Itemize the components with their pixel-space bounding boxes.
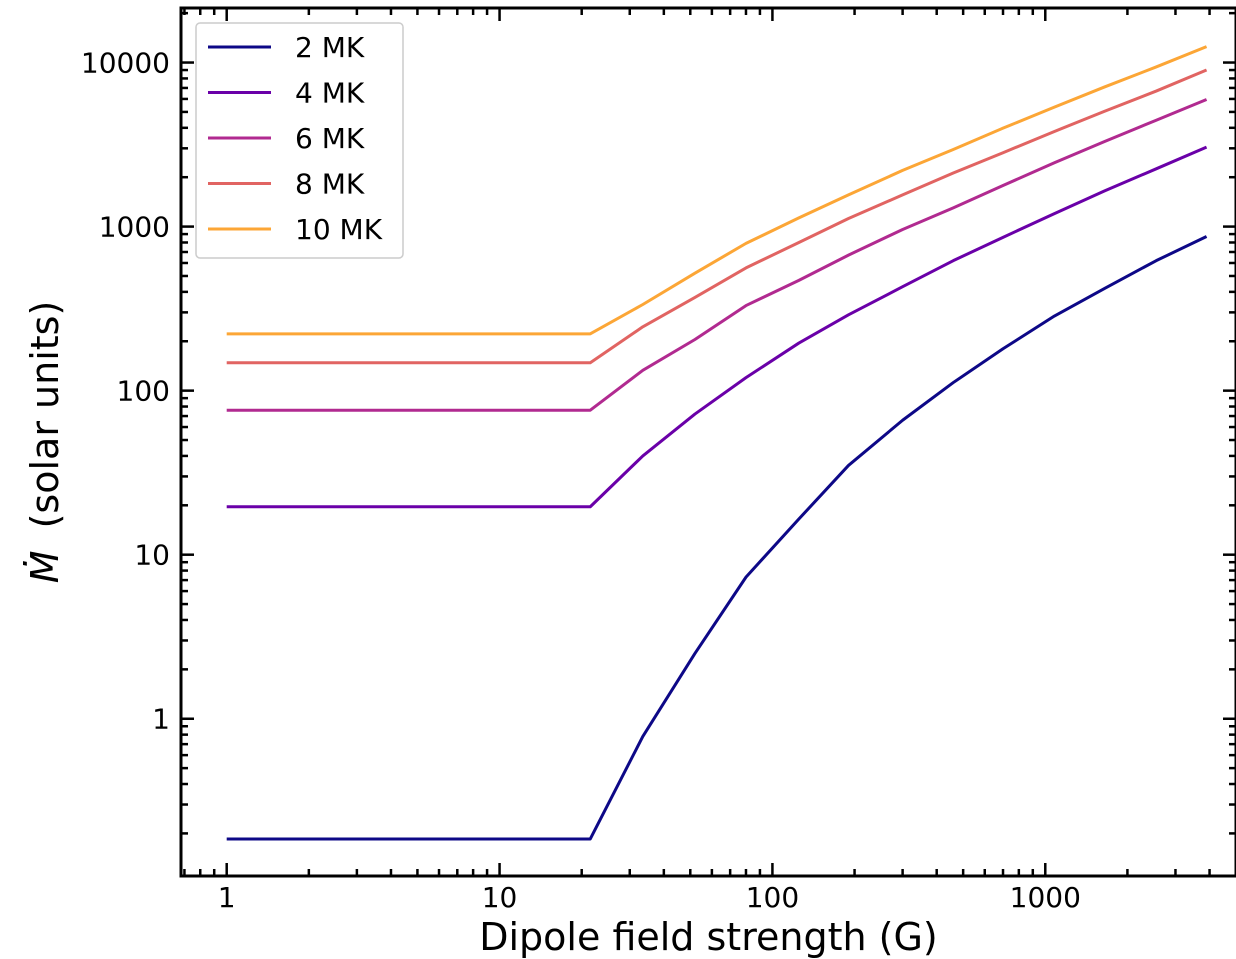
- x-tick-label: 1000: [1010, 881, 1081, 914]
- series-line-3: [226, 98, 1208, 412]
- legend-box: [195, 22, 404, 259]
- legend-label-4: 8 MK: [295, 168, 365, 201]
- ticks-layer: 1 10 100 1000 1 10 100 1000 10000: [81, 8, 1236, 914]
- plot-frame: [179, 6, 1236, 878]
- y-axis-label: Ṁ (solar units): [23, 301, 67, 584]
- y-axis-units: (solar units): [23, 301, 67, 529]
- x-tick-label: 10: [482, 881, 518, 914]
- y-axis-label-text: Ṁ (solar units): [23, 301, 67, 584]
- x-tick-label: 1: [218, 881, 236, 914]
- legend-label-3: 6 MK: [295, 122, 365, 155]
- y-axis-symbol: Ṁ: [23, 550, 67, 583]
- legend: 2 MK 4 MK 6 MK 8 MK 10 MK: [195, 22, 404, 259]
- y-tick-label: 10: [134, 539, 170, 572]
- series-line-1: [226, 235, 1208, 841]
- x-axis-label: Dipole field strength (G): [479, 915, 938, 959]
- series-layer: [226, 45, 1208, 841]
- legend-label-5: 10 MK: [295, 213, 383, 246]
- y-tick-label: 10000: [81, 47, 170, 80]
- series-line-5: [226, 45, 1208, 336]
- legend-label-1: 2 MK: [295, 31, 365, 64]
- y-tick-label: 1: [152, 703, 170, 736]
- y-tick-label: 1000: [99, 211, 170, 244]
- y-tick-label: 100: [117, 375, 170, 408]
- series-line-2: [226, 145, 1208, 509]
- series-line-4: [226, 68, 1208, 365]
- x-tick-label: 100: [746, 881, 799, 914]
- legend-label-2: 4 MK: [295, 77, 365, 110]
